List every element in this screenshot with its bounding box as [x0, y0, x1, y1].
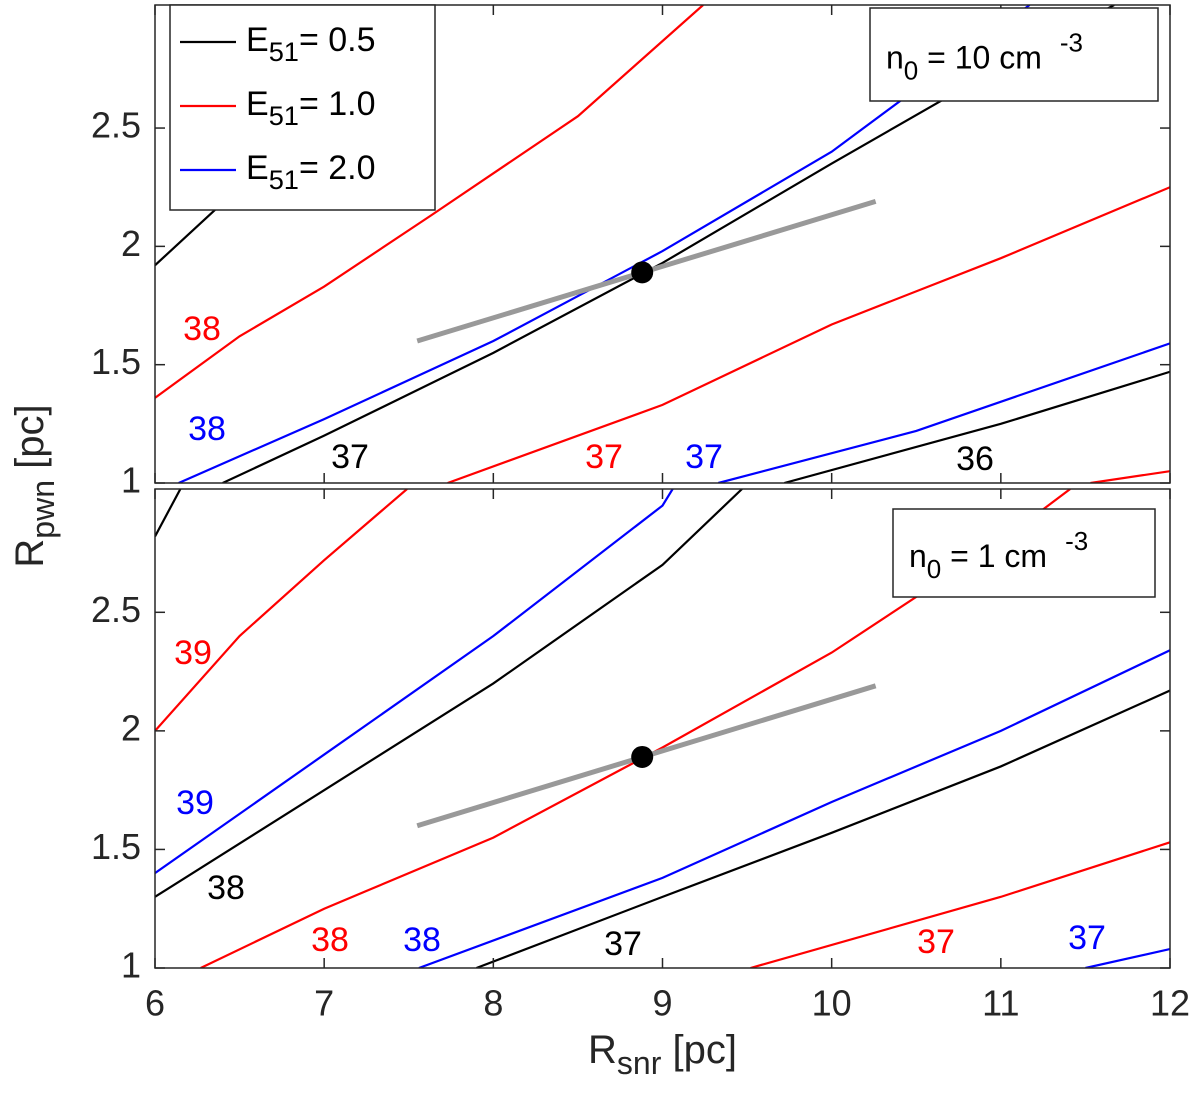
annotation-mid: = 1 cm: [941, 538, 1047, 574]
legend-label: E51= 0.5: [246, 21, 376, 67]
contour-label: 38: [183, 310, 221, 348]
contour-line: [784, 370, 1170, 483]
contour-label: 36: [956, 440, 994, 478]
annotation-sup: -3: [1065, 526, 1088, 556]
x-tick-label: 9: [652, 983, 672, 1024]
contour-line: [155, 489, 674, 875]
contour-line: [178, 5, 1031, 483]
contour-line: [155, 489, 408, 732]
data-point: [631, 745, 654, 768]
contour-line: [750, 841, 1170, 968]
x-tick-label: 12: [1150, 983, 1190, 1024]
legend-label: E51= 2.0: [246, 149, 376, 195]
contour-label: 39: [176, 784, 214, 822]
contour-line: [418, 649, 1170, 968]
contour-line: [1090, 470, 1170, 483]
annotation-mid: = 10 cm: [918, 40, 1042, 76]
legend-box: [169, 4, 436, 211]
contour-label: 37: [685, 438, 723, 476]
contour-line: [1085, 947, 1170, 968]
x-axis-label: Rsnr [pc]: [588, 1028, 737, 1082]
y-tick-label: 2.5: [91, 105, 141, 146]
annotation-sub: 0: [927, 554, 941, 584]
y-tick-label: 1: [121, 945, 141, 986]
contour-label: 38: [311, 921, 349, 959]
contour-label: 37: [1068, 919, 1106, 957]
legend-label: E51= 1.0: [246, 85, 376, 131]
contour-line: [447, 186, 1170, 483]
annotation-base: n: [909, 538, 927, 574]
y-tick-label: 1.5: [91, 341, 141, 382]
contour-line: [476, 689, 1170, 968]
annotation-box: [892, 508, 1156, 598]
contour-label: 38: [188, 410, 226, 448]
x-tick-label: 8: [483, 983, 503, 1024]
y-tick-label: 2.5: [91, 589, 141, 630]
annotation: n0 = 1 cm -3: [909, 526, 1088, 584]
contour-label: 37: [585, 438, 623, 476]
contour-line: [718, 342, 1170, 483]
y-tick-label: 2: [121, 223, 141, 264]
y-tick-label: 1: [121, 460, 141, 501]
x-tick-label: 11: [982, 983, 1019, 1024]
x-tick-label: 6: [145, 983, 165, 1024]
annotation-box: [869, 7, 1159, 102]
annotation: n0 = 10 cm -3: [886, 27, 1083, 85]
y-tick-label: 2: [121, 707, 141, 748]
contour-label: 38: [207, 869, 245, 907]
plot-area: [155, 489, 1170, 968]
contour-label: 37: [604, 925, 642, 963]
annotation-base: n: [886, 40, 904, 76]
contour-label: 38: [403, 921, 441, 959]
annotation-sub: 0: [904, 55, 918, 85]
contour-line: [155, 5, 704, 399]
y-tick-label: 1.5: [91, 826, 141, 867]
plot-area: [155, 5, 1170, 483]
annotation-sup: -3: [1060, 27, 1083, 57]
x-tick-label: 10: [812, 983, 852, 1024]
y-axis-label: Rpwn [pc]: [8, 404, 62, 567]
contour-label: 39: [174, 634, 212, 672]
x-tick-label: 7: [314, 983, 334, 1024]
contour-label: 37: [331, 438, 369, 476]
data-point: [631, 261, 654, 284]
contour-label: 37: [917, 923, 955, 961]
contour-line: [155, 489, 743, 898]
contour-line: [155, 489, 182, 537]
